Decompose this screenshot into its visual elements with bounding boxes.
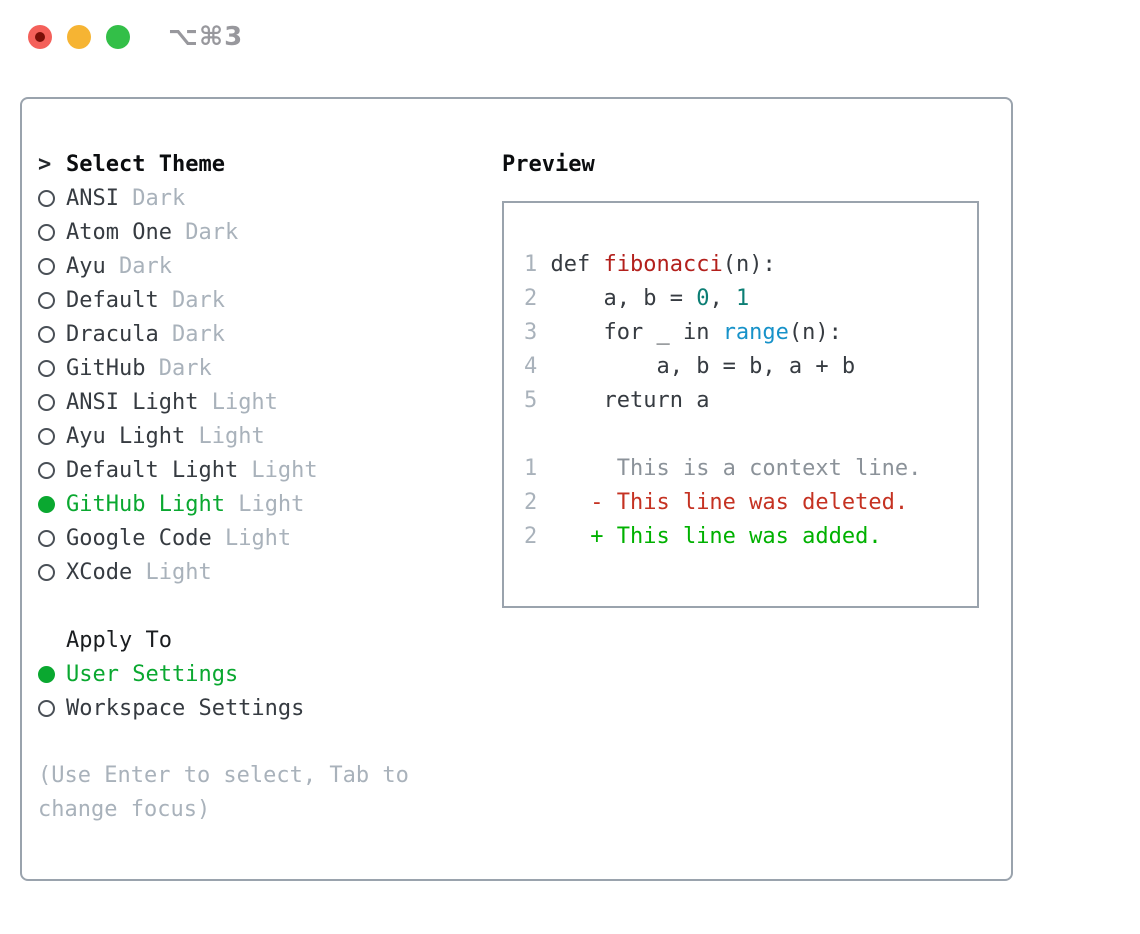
theme-name: Ayu Light [66,423,186,449]
theme-name: ANSI Light [66,389,199,415]
theme-option-1[interactable]: Atom One Dark [38,215,502,249]
zoom-button[interactable] [106,25,130,49]
diff-line-ctx: 1 This is a context line. [524,456,922,481]
apply-option-0[interactable]: User Settings [38,657,502,691]
radio-icon [38,393,66,411]
line-number: 2 [524,286,538,311]
theme-variant: Light [211,525,292,551]
radio-icon [38,325,66,343]
diff-line-add: 2 + This line was added. [524,524,882,549]
spacer [524,418,977,452]
theme-name: GitHub [66,355,146,381]
theme-variant: Light [185,423,265,449]
code-line: 2 a, b = 0, 1 [524,286,750,311]
cursor-icon: > [38,151,52,177]
theme-name: Default Light [66,457,239,483]
theme-option-6[interactable]: ANSI Light Light [38,385,502,419]
minimize-button[interactable] [67,25,91,49]
spacer [38,589,502,623]
theme-option-5[interactable]: GitHub Dark [38,351,502,385]
line-number: 1 [524,252,538,277]
theme-list: ANSI Dark Atom One Dark Ayu Dark Default Da… [38,181,502,589]
theme-option-8[interactable]: Default Light Light [38,453,502,487]
code-line: 5 return a [524,388,710,413]
selected-radio-icon [38,665,66,683]
theme-variant: Dark [145,355,212,381]
theme-picker-panel: > Select Theme ANSI Dark Atom One Dark Ayu… [20,97,1013,881]
theme-name: Dracula [66,321,159,347]
spacer [38,725,502,759]
theme-name: Ayu [66,253,106,279]
diff-line-del: 2 - This line was deleted. [524,490,909,515]
line-number: 2 [524,524,538,549]
preview-title: Preview [502,151,595,177]
theme-name: Default [66,287,159,313]
selected-radio-icon [38,495,66,513]
theme-option-11[interactable]: XCode Light [38,555,502,589]
theme-option-9[interactable]: GitHub Light Light [38,487,502,521]
code-line: 1 def fibonacci(n): [524,252,776,277]
code-line: 3 for _ in range(n): [524,320,842,345]
theme-variant: Dark [171,219,239,245]
theme-variant: Light [238,457,318,483]
preview-column: Preview 1 def fibonacci(n): 2 a, b = 0, 1… [502,147,1011,608]
radio-icon [38,427,66,445]
theme-variant: Dark [118,185,186,211]
line-number: 2 [524,490,538,515]
theme-variant: Dark [158,321,225,347]
radio-icon [38,257,66,275]
apply-option-1[interactable]: Workspace Settings [38,691,502,725]
theme-variant: Light [198,389,278,415]
code-sample: 1 def fibonacci(n): 2 a, b = 0, 1 3 for _ … [524,248,977,418]
radio-icon [38,359,66,377]
theme-option-7[interactable]: Ayu Light Light [38,419,502,453]
radio-icon [38,223,66,241]
line-number: 1 [524,456,538,481]
window-title: ⌥⌘3 [168,22,244,52]
apply-to-header: Apply To [38,623,502,657]
theme-option-10[interactable]: Google Code Light [38,521,502,555]
apply-to-list: User Settings Workspace Settings [38,657,502,725]
preview-box: 1 def fibonacci(n): 2 a, b = 0, 1 3 for _ … [502,201,979,608]
radio-icon [38,699,66,717]
theme-option-0[interactable]: ANSI Dark [38,181,502,215]
radio-icon [38,529,66,547]
theme-option-4[interactable]: Dracula Dark [38,317,502,351]
theme-option-3[interactable]: Default Dark [38,283,502,317]
close-button[interactable] [28,25,52,49]
line-number: 3 [524,320,538,345]
radio-icon [38,291,66,309]
diff-sample: 1 This is a context line. 2 - This line w… [524,452,977,554]
titlebar: ⌥⌘3 [0,0,1140,97]
theme-variant: Dark [158,287,225,313]
theme-list-column: > Select Theme ANSI Dark Atom One Dark Ayu… [38,147,502,827]
apply-option-label: Workspace Settings [66,695,305,721]
select-theme-title: Select Theme [66,151,225,177]
theme-variant: Dark [105,253,172,279]
help-text: (Use Enter to select, Tab to change focu… [38,763,409,822]
select-theme-header: > Select Theme [38,147,502,181]
theme-option-2[interactable]: Ayu Dark [38,249,502,283]
theme-variant: Light [132,559,212,585]
radio-icon [38,563,66,581]
code-line: 4 a, b = b, a + b [524,354,856,379]
theme-name: GitHub Light [66,491,225,517]
apply-option-label: User Settings [66,661,239,687]
preview-header: Preview [502,147,1011,181]
theme-name: XCode [66,559,133,585]
radio-icon [38,461,66,479]
line-number: 4 [524,354,538,379]
line-number: 5 [524,388,538,413]
theme-name: ANSI [66,185,119,211]
apply-to-title: Apply To [66,627,172,653]
theme-variant: Light [224,491,305,517]
radio-icon [38,189,66,207]
theme-name: Google Code [66,525,212,551]
theme-name: Atom One [66,219,172,245]
